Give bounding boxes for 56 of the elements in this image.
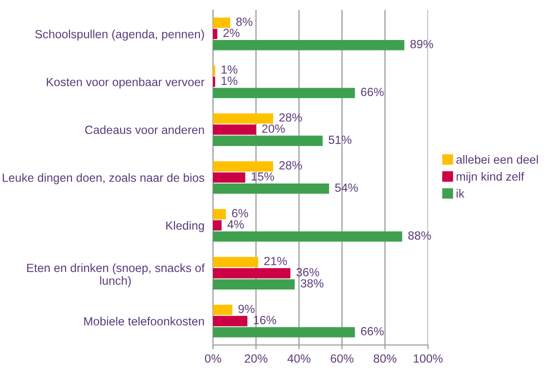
data-label: 51% <box>328 136 352 144</box>
x-tick-label: 80% <box>374 354 396 363</box>
data-label: 21% <box>264 256 287 266</box>
y-tick-label: Cadeaus voor anderen <box>85 125 204 134</box>
data-label: 4% <box>227 220 244 228</box>
bar <box>213 316 248 326</box>
bar <box>213 172 246 183</box>
data-label: 1% <box>222 65 238 74</box>
bar <box>213 28 218 40</box>
bar <box>213 256 258 268</box>
x-tick-label: 20% <box>244 354 268 363</box>
legend-label: ik <box>456 189 464 198</box>
data-label: 9% <box>238 304 255 314</box>
bar <box>213 304 232 316</box>
y-tick-label: Schoolspullen (agenda, pennen) <box>35 30 204 41</box>
data-label: 54% <box>335 184 358 192</box>
bar <box>213 113 274 124</box>
data-label: 6% <box>232 209 248 218</box>
x-tick-label: 60% <box>330 354 354 363</box>
data-label: 38% <box>300 279 324 288</box>
data-label: 2% <box>223 28 240 38</box>
y-tick-label: Leuke dingen doen, zoals naar de bios <box>2 173 204 184</box>
bar <box>213 231 402 242</box>
bar <box>213 268 290 278</box>
data-label: 28% <box>279 161 302 170</box>
bar <box>213 161 274 172</box>
bar <box>213 184 330 194</box>
x-tick-label: 100% <box>414 354 443 363</box>
y-tick-label: Mobiele telefoonkosten <box>84 316 204 326</box>
legend-label: mijn kind zelf <box>456 172 524 184</box>
data-label: 20% <box>262 124 285 133</box>
x-tick-label: 0% <box>204 354 222 363</box>
bar <box>213 209 226 220</box>
data-label: 88% <box>408 231 431 240</box>
data-label: 89% <box>410 40 434 48</box>
bar <box>213 124 256 135</box>
data-label: 66% <box>361 88 384 96</box>
legend-label: allebei een deel <box>456 155 538 164</box>
y-tick-label: Kleding <box>166 221 204 232</box>
data-label: 28% <box>279 113 302 122</box>
data-label: 8% <box>236 18 252 26</box>
bar <box>213 88 355 98</box>
bar <box>213 327 355 338</box>
data-label: 16% <box>254 316 276 324</box>
data-label: 36% <box>296 268 320 276</box>
data-label: 15% <box>252 172 274 181</box>
data-label: 66% <box>361 327 384 336</box>
bar <box>213 136 323 146</box>
bar <box>213 220 222 230</box>
bar <box>213 279 295 290</box>
bar <box>213 40 404 50</box>
bar <box>213 18 230 28</box>
x-tick-label: 40% <box>287 354 310 363</box>
data-label: 1% <box>222 76 238 85</box>
y-tick-label: Eten en drinken (snoep, snacks of lunch) <box>27 263 205 288</box>
y-tick-label: Kosten voor openbaar vervoer <box>46 78 204 89</box>
